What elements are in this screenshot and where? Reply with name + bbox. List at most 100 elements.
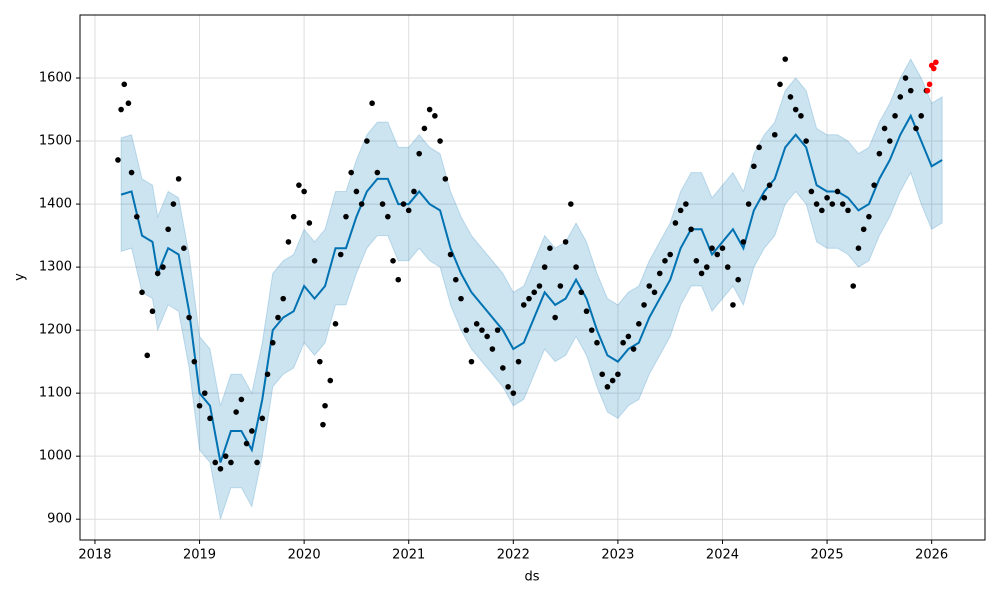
data-point bbox=[735, 276, 741, 283]
data-point bbox=[703, 264, 710, 270]
data-point bbox=[568, 201, 574, 207]
data-point bbox=[484, 333, 490, 340]
data-point bbox=[222, 453, 229, 459]
data-point bbox=[317, 358, 323, 365]
data-point bbox=[515, 358, 522, 365]
data-point bbox=[115, 157, 121, 163]
data-point bbox=[714, 251, 721, 258]
data-point bbox=[133, 213, 140, 220]
data-point bbox=[489, 346, 496, 352]
data-point bbox=[437, 138, 443, 144]
data-point bbox=[876, 150, 883, 157]
data-point bbox=[463, 327, 470, 333]
data-point bbox=[207, 415, 213, 422]
data-point bbox=[447, 251, 454, 258]
data-point bbox=[615, 371, 621, 378]
data-point bbox=[724, 264, 731, 270]
data-point bbox=[212, 459, 219, 466]
data-point bbox=[897, 94, 904, 100]
data-point bbox=[782, 56, 789, 62]
data-point bbox=[165, 226, 171, 233]
data-point bbox=[803, 138, 809, 144]
data-point bbox=[275, 314, 281, 321]
data-point bbox=[646, 283, 653, 289]
y-tick-label: 1000 bbox=[39, 449, 72, 464]
data-point bbox=[442, 176, 449, 182]
data-point bbox=[348, 169, 354, 176]
data-point bbox=[432, 113, 438, 119]
data-point bbox=[128, 169, 135, 176]
data-point bbox=[170, 201, 177, 207]
data-point bbox=[149, 308, 156, 315]
data-point bbox=[819, 207, 825, 214]
data-point bbox=[353, 188, 360, 195]
data-point bbox=[630, 346, 637, 352]
data-point bbox=[688, 226, 694, 233]
data-point bbox=[557, 283, 564, 289]
data-point bbox=[824, 194, 830, 201]
data-point bbox=[813, 201, 820, 207]
data-point bbox=[583, 308, 590, 315]
data-point bbox=[808, 188, 815, 195]
data-point bbox=[771, 131, 778, 138]
data-point bbox=[374, 169, 381, 176]
data-point bbox=[358, 201, 365, 207]
data-point bbox=[322, 402, 328, 409]
data-point bbox=[751, 163, 757, 170]
x-tick-label: 2025 bbox=[811, 548, 844, 563]
data-point bbox=[505, 384, 511, 390]
data-point bbox=[144, 352, 151, 359]
data-point bbox=[311, 257, 318, 264]
data-point bbox=[526, 295, 532, 302]
data-point bbox=[933, 59, 939, 66]
y-tick-label: 1200 bbox=[39, 323, 72, 338]
data-point bbox=[588, 327, 595, 333]
data-point bbox=[364, 138, 370, 144]
data-point bbox=[125, 100, 132, 107]
data-point bbox=[855, 245, 862, 251]
data-point bbox=[792, 106, 799, 113]
data-point bbox=[254, 459, 260, 466]
data-point bbox=[756, 144, 762, 151]
data-point bbox=[552, 314, 558, 321]
data-point bbox=[379, 201, 386, 207]
data-point bbox=[181, 245, 187, 251]
data-point bbox=[740, 239, 747, 245]
data-point bbox=[578, 289, 585, 296]
data-point bbox=[228, 459, 234, 466]
data-point bbox=[698, 270, 705, 277]
data-point bbox=[400, 201, 407, 207]
data-point bbox=[918, 113, 925, 119]
data-point bbox=[930, 65, 937, 72]
data-point bbox=[500, 365, 506, 371]
data-point bbox=[834, 188, 841, 195]
data-point bbox=[332, 321, 339, 327]
y-tick-label: 900 bbox=[47, 512, 72, 527]
data-point bbox=[369, 100, 375, 107]
x-tick-label: 2019 bbox=[183, 548, 216, 563]
data-point bbox=[761, 194, 768, 201]
data-point bbox=[766, 182, 773, 188]
x-tick-label: 2023 bbox=[601, 548, 634, 563]
data-point bbox=[620, 339, 626, 346]
x-axis-label: ds bbox=[524, 570, 539, 585]
data-point bbox=[411, 188, 417, 195]
x-tick-label: 2020 bbox=[288, 548, 321, 563]
x-tick-label: 2024 bbox=[706, 548, 739, 563]
data-point bbox=[662, 257, 668, 264]
y-tick-label: 1400 bbox=[39, 197, 72, 212]
data-point bbox=[745, 201, 752, 207]
data-point bbox=[426, 106, 433, 113]
data-point bbox=[719, 245, 726, 251]
data-point bbox=[625, 333, 632, 340]
data-point bbox=[121, 81, 128, 88]
data-point bbox=[139, 289, 145, 296]
y-tick-label: 1100 bbox=[39, 386, 72, 401]
forecast-line bbox=[120, 113, 943, 463]
data-point bbox=[259, 415, 266, 422]
data-point bbox=[599, 371, 606, 378]
data-point bbox=[531, 289, 538, 296]
data-point bbox=[385, 213, 391, 220]
data-point bbox=[871, 182, 877, 188]
data-point bbox=[913, 125, 919, 132]
